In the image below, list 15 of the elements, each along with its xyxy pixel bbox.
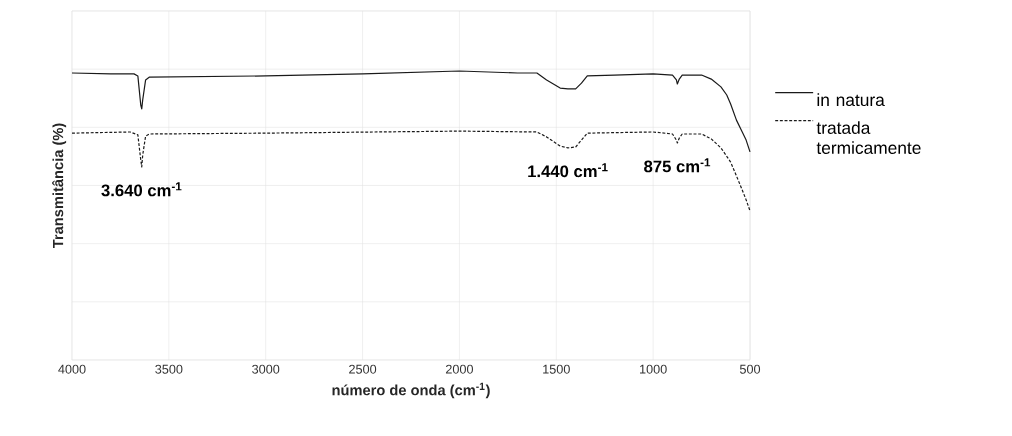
x-tick-label: 2000 bbox=[445, 364, 474, 374]
legend-label: tratada termicamente bbox=[816, 121, 921, 154]
annotation: 3.640 cm$^{-1}$ bbox=[101, 182, 182, 197]
x-tick-label: 3000 bbox=[252, 364, 280, 374]
legend-label: in natura bbox=[817, 93, 885, 107]
x-tick-label: 1500 bbox=[543, 364, 570, 374]
x-tick-label: 2500 bbox=[349, 364, 377, 374]
x-axis-title: número de onda (cm$^{-1}$) bbox=[332, 382, 490, 399]
annotation: 875 cm$^{-1}$ bbox=[644, 158, 711, 173]
y-axis-title: Transmitância (%) bbox=[52, 123, 67, 249]
x-tick-label: 1000 bbox=[640, 364, 667, 374]
x-tick-label: 3500 bbox=[155, 364, 183, 374]
x-tick-label: 500 bbox=[739, 364, 761, 374]
x-tick-label: 4000 bbox=[58, 364, 86, 374]
annotation: 1.440 cm$^{-1}$ bbox=[528, 163, 608, 178]
